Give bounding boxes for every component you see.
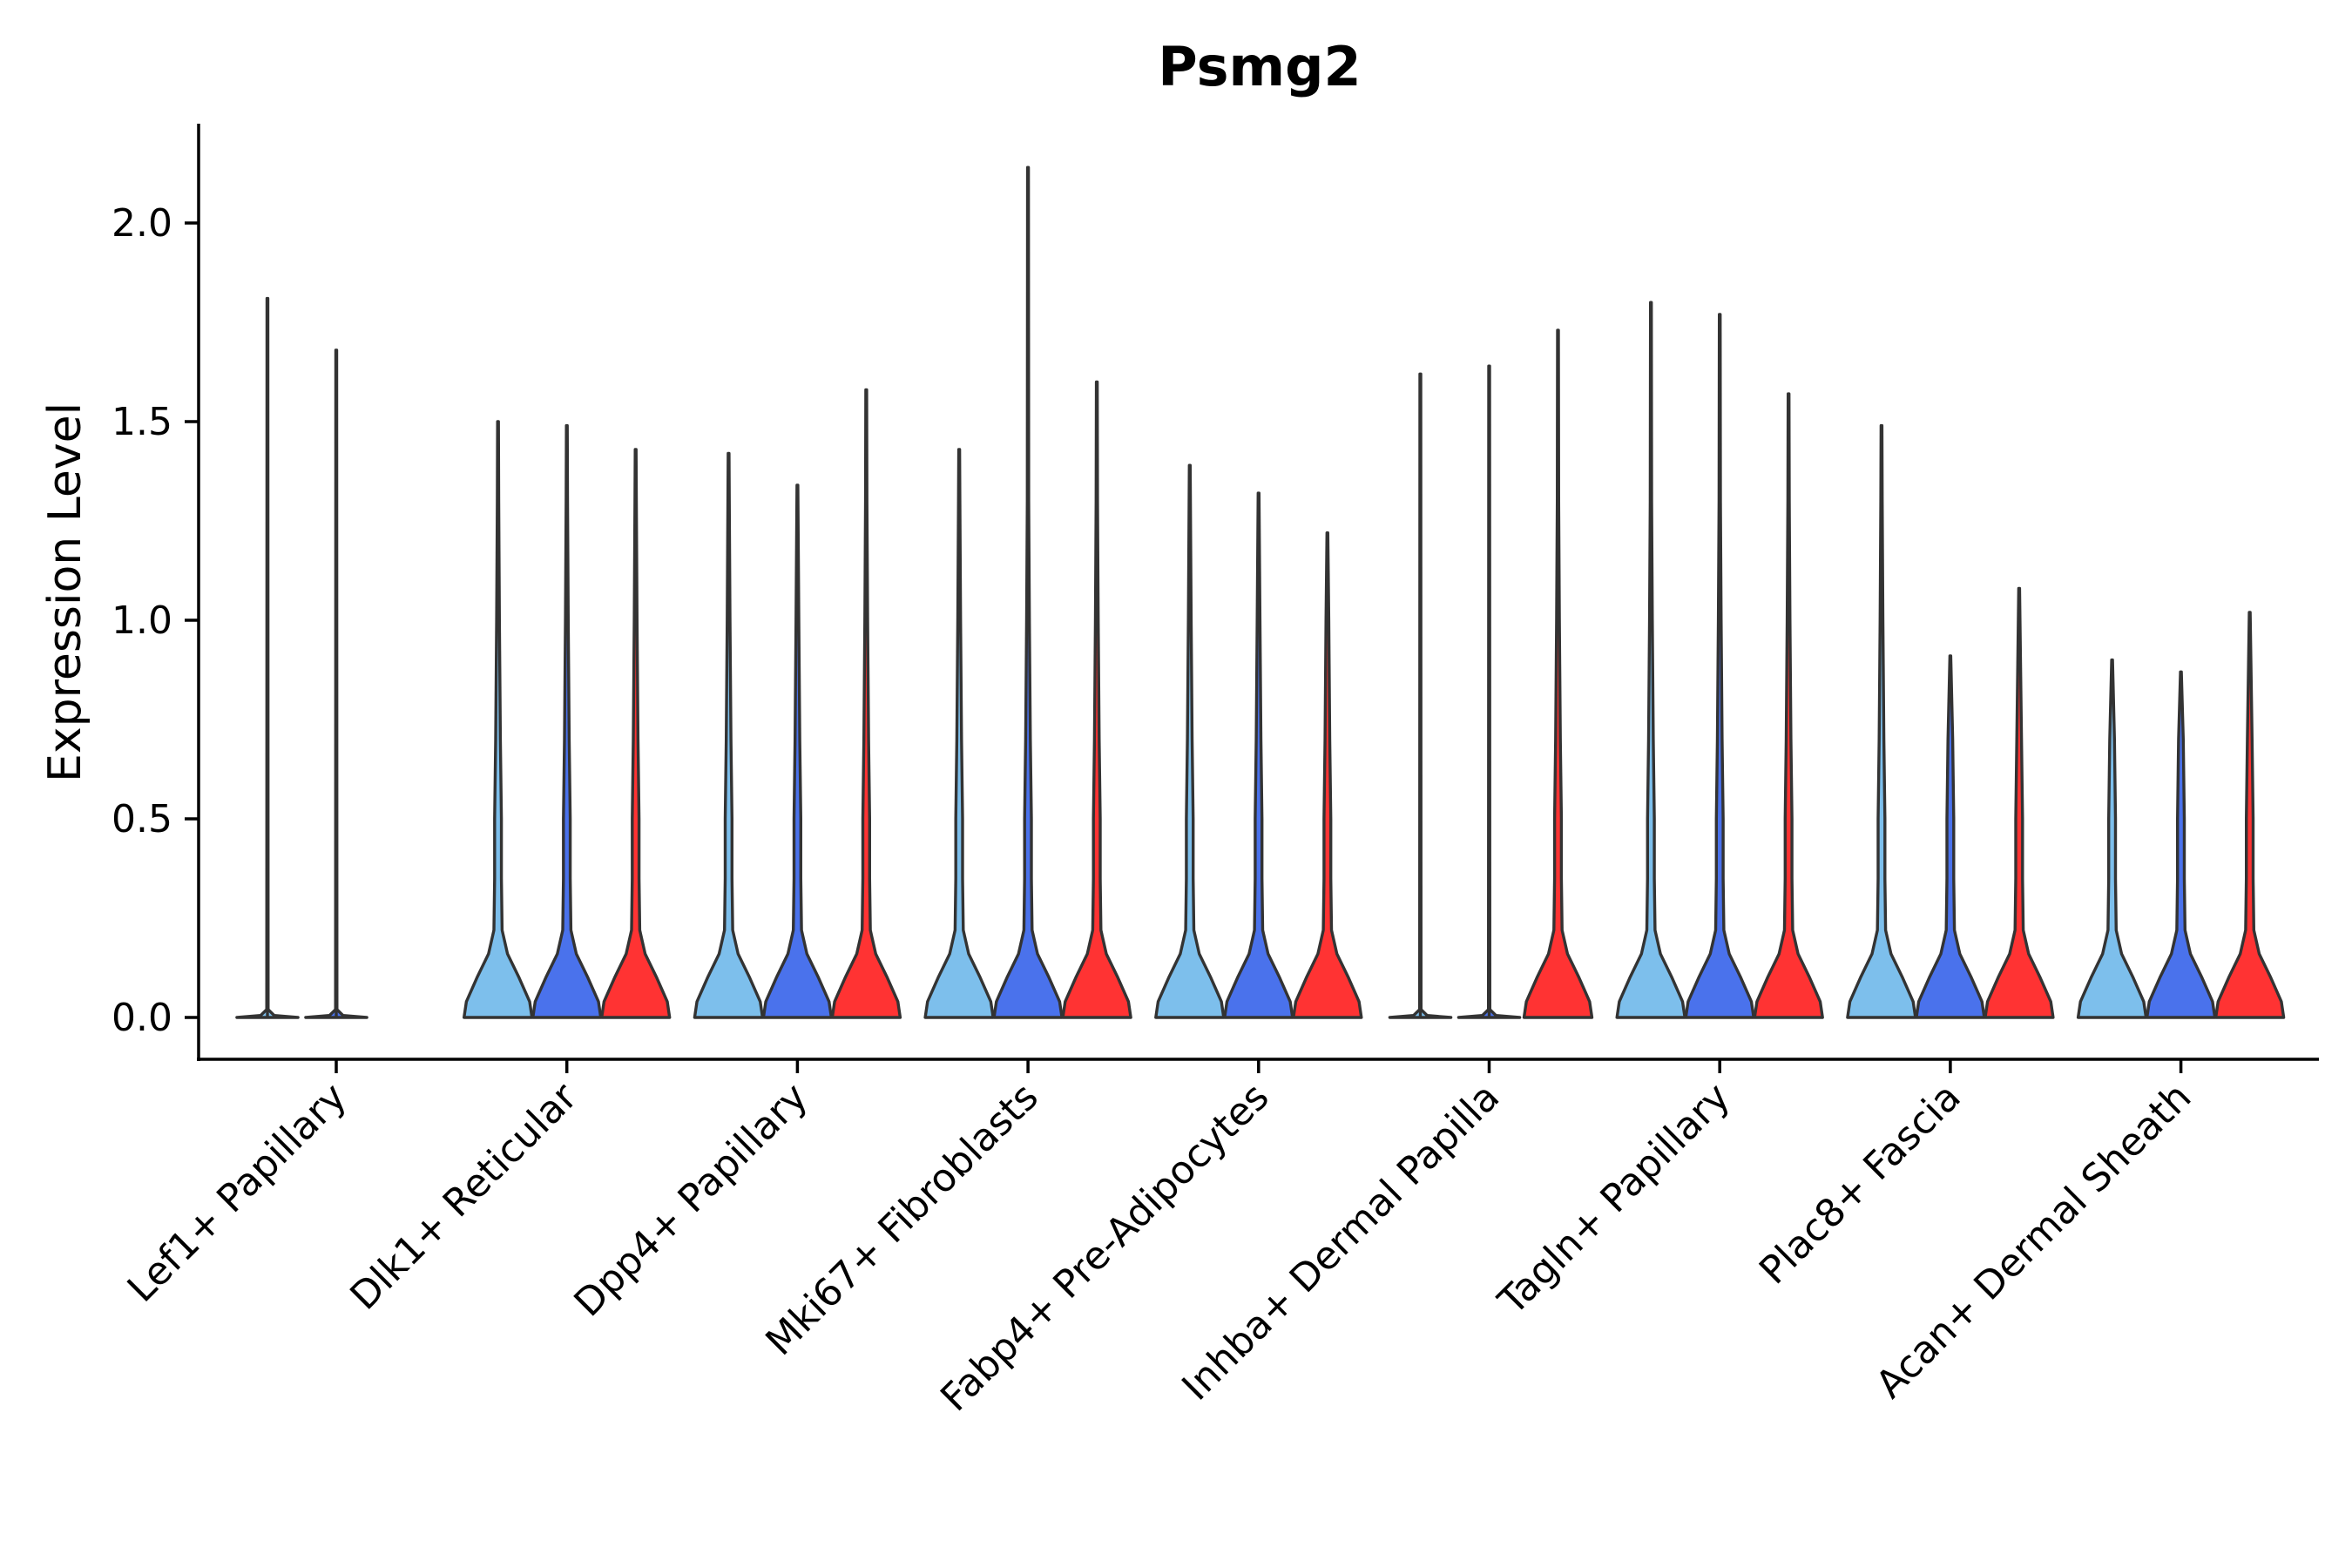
violin-plac8-fascia-group-2 xyxy=(1984,586,2055,1019)
violin-fabp4-pre-adipocytes-group-2 xyxy=(1292,531,1363,1019)
x-tick-label: Dlk1+ Reticular xyxy=(342,1074,587,1319)
y-tick-label: 0.0 xyxy=(112,996,172,1040)
violin-mki67-fibroblasts-group-2 xyxy=(1061,380,1132,1019)
x-tick-label: Plac8+ Fascia xyxy=(1751,1075,1970,1294)
chart-title: Psmg2 xyxy=(1158,35,1361,98)
y-tick-label: 1.5 xyxy=(112,400,172,444)
violin-dpp4-papillary-group-1 xyxy=(761,483,834,1019)
y-tick-label: 1.0 xyxy=(112,598,172,643)
violin-dlk1-reticular-group-0 xyxy=(463,420,534,1019)
violin-plac8-fascia-group-0 xyxy=(1846,423,1917,1019)
y-tick-label: 0.5 xyxy=(112,797,172,841)
violin-tagln-papillary-group-2 xyxy=(1753,392,1824,1019)
violin-plac8-fascia-group-1 xyxy=(1915,654,1986,1019)
violin-group xyxy=(235,166,2286,1019)
violin-dlk1-reticular-group-2 xyxy=(600,448,672,1019)
violin-dpp4-papillary-group-2 xyxy=(830,388,902,1019)
x-tick-label: Dpp4+ Papillary xyxy=(566,1075,817,1326)
y-tick-label: 2.0 xyxy=(112,201,172,246)
violin-inhba-dermal-papilla-group-2 xyxy=(1522,328,1594,1019)
violin-acan-dermal-sheath-group-2 xyxy=(2213,611,2286,1019)
y-axis-label: Expression Level xyxy=(39,402,91,782)
violin-tagln-papillary-group-1 xyxy=(1684,313,1755,1019)
violin-dlk1-reticular-group-1 xyxy=(531,423,603,1019)
violin-mki67-fibroblasts-group-1 xyxy=(992,166,1064,1019)
x-tick-label: Lef1+ Papillary xyxy=(119,1075,355,1311)
violin-acan-dermal-sheath-group-0 xyxy=(2076,658,2148,1019)
violin-fabp4-pre-adipocytes-group-1 xyxy=(1223,491,1294,1019)
x-tick-label: Tagln+ Papillary xyxy=(1490,1075,1739,1324)
violin-tagln-papillary-group-0 xyxy=(1615,301,1686,1019)
y-axis-ticks: 0.0 0.5 1.0 1.5 2.0 xyxy=(112,201,199,1040)
violin-acan-dermal-sheath-group-1 xyxy=(2145,670,2217,1019)
violin-dpp4-papillary-group-0 xyxy=(693,451,765,1019)
violin-mki67-fibroblasts-group-0 xyxy=(923,448,995,1019)
violin-fabp4-pre-adipocytes-group-0 xyxy=(1154,463,1226,1019)
